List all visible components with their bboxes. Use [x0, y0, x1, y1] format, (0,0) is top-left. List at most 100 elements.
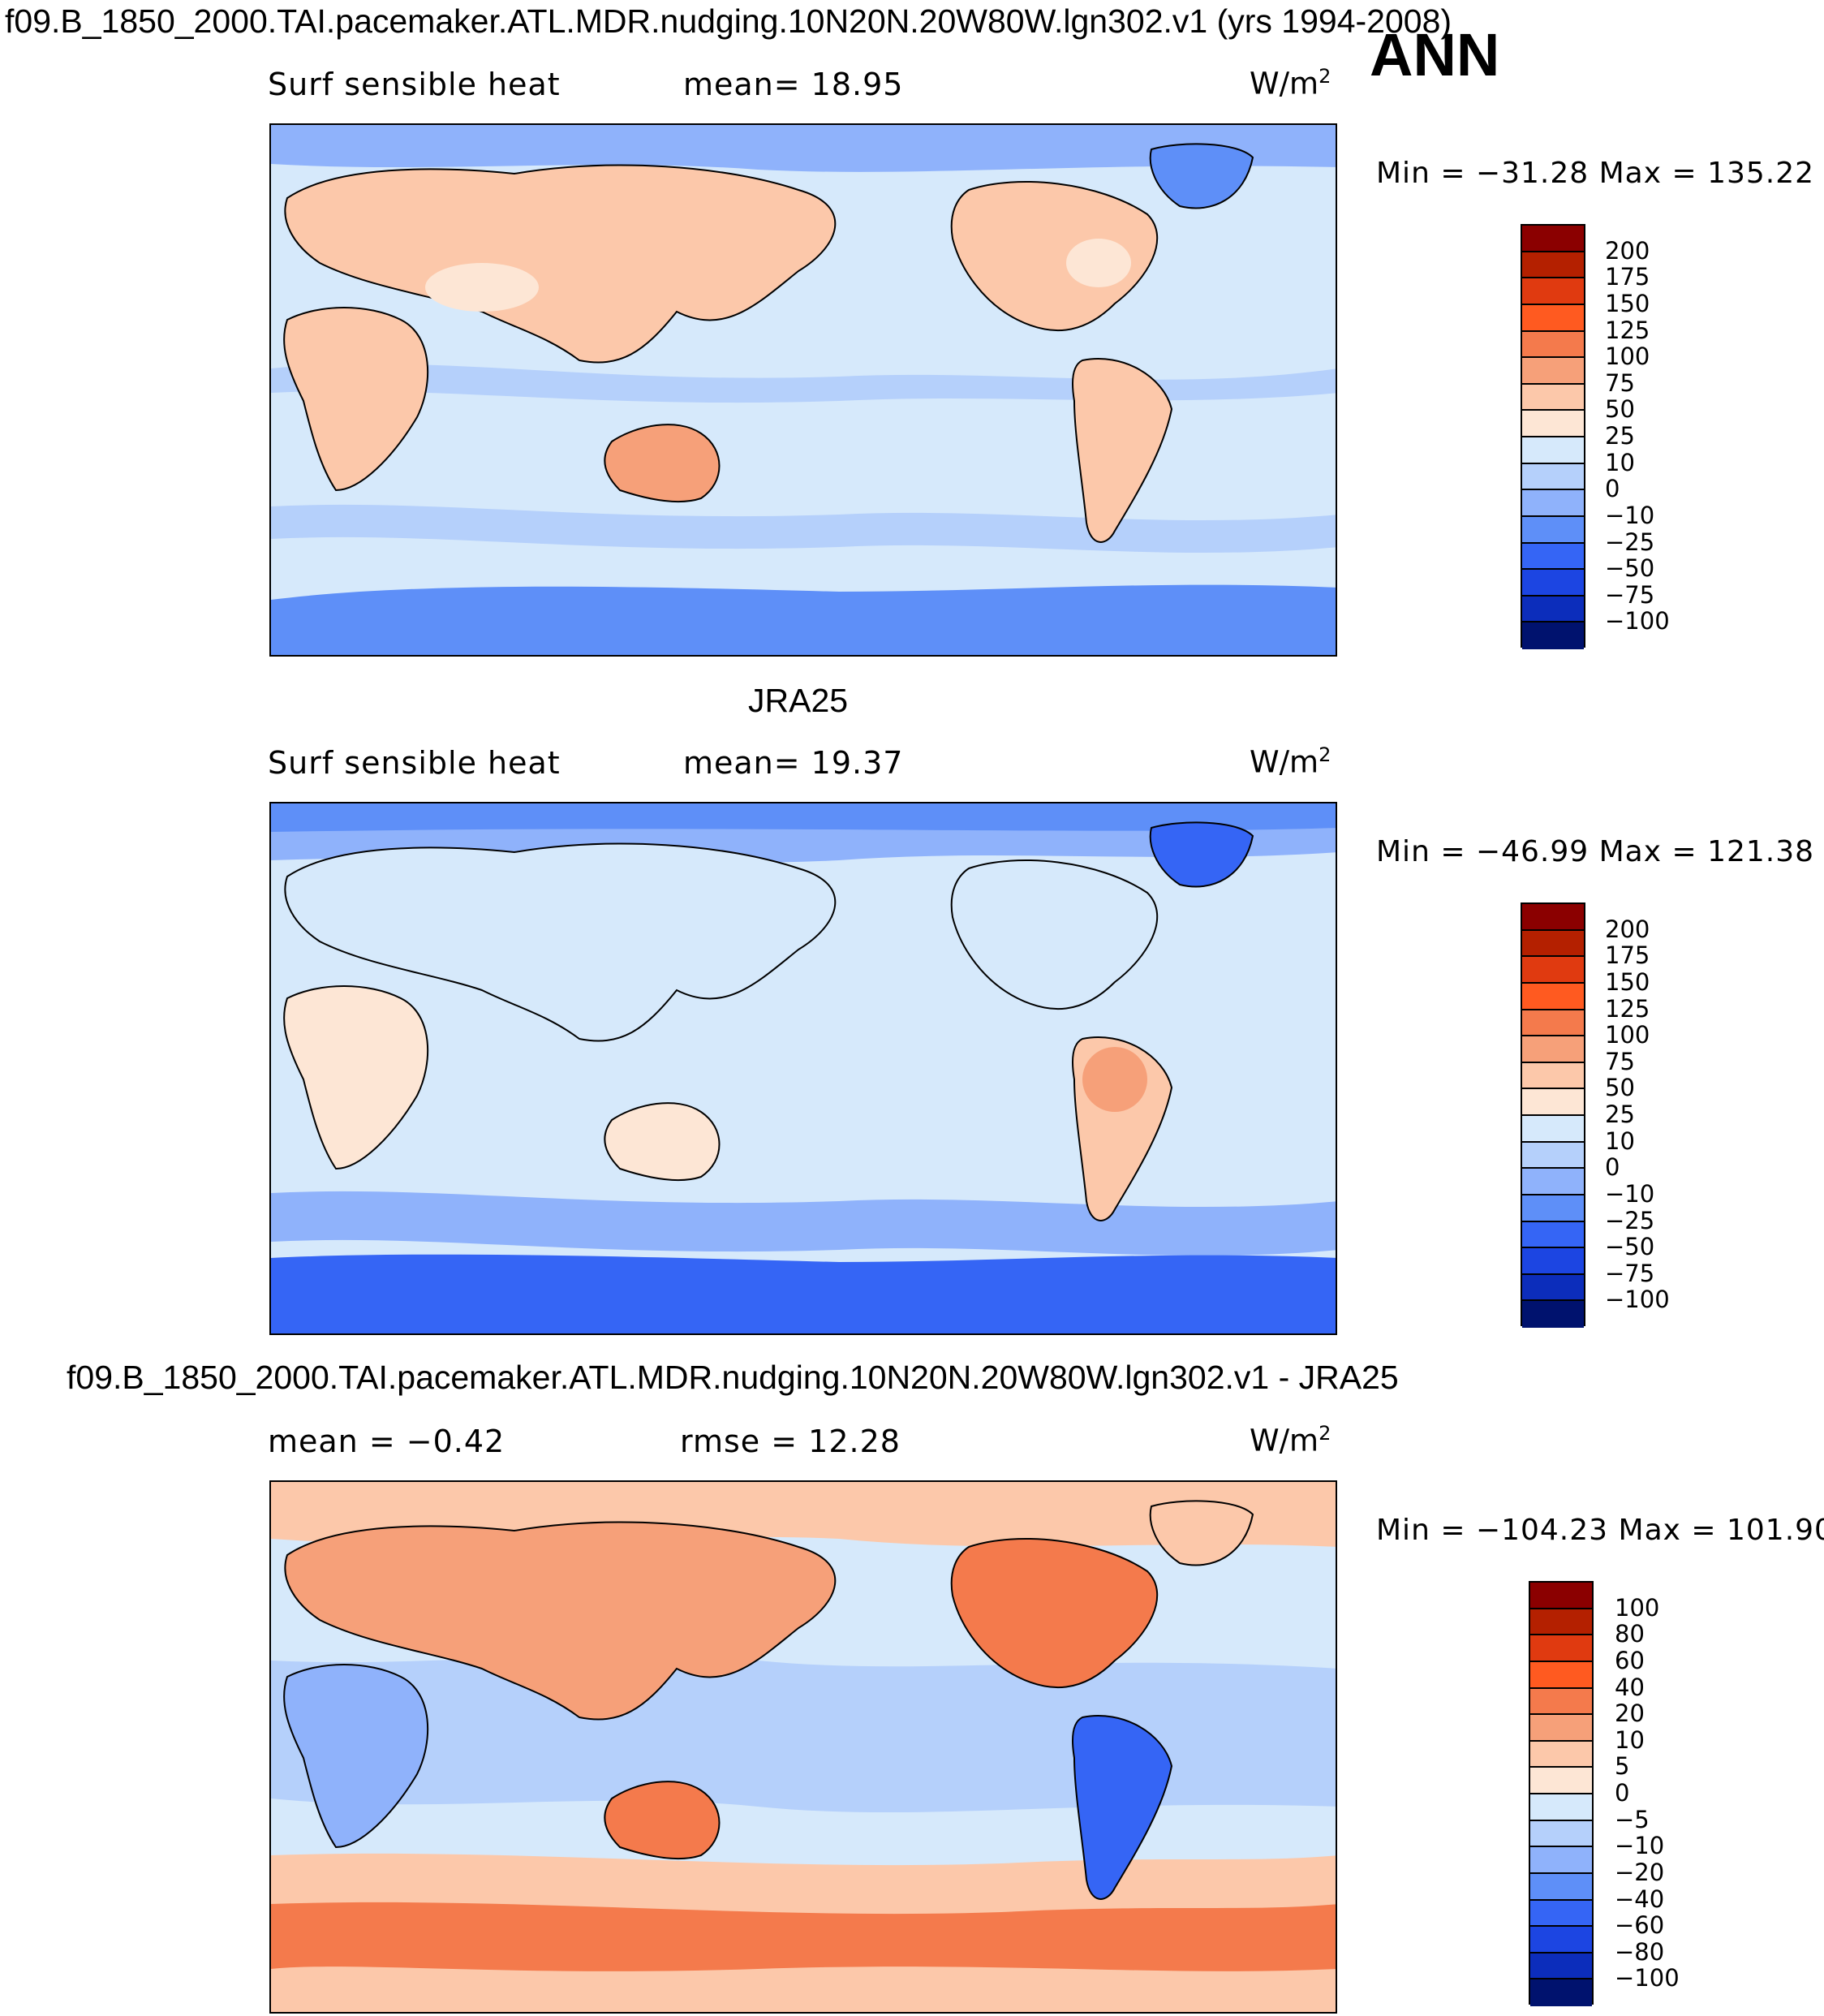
colorbar-segment	[1522, 278, 1584, 305]
colorbar-label: −10	[1605, 1179, 1655, 1208]
colorbar-label: −100	[1605, 1286, 1670, 1314]
colorbar-label: −25	[1605, 528, 1655, 556]
panel3-map-graphic	[271, 1482, 1336, 2012]
colorbar-label: 200	[1605, 236, 1650, 265]
colorbar-label: −40	[1615, 1885, 1665, 1913]
colorbar-segment	[1522, 570, 1584, 597]
colorbar-segment	[1530, 1847, 1592, 1874]
colorbar-segment	[1530, 1873, 1592, 1901]
colorbar-label: −75	[1605, 580, 1655, 609]
colorbar-label: 10	[1605, 448, 1635, 476]
panel3-rmse-label: rmse = 12.28	[680, 1424, 901, 1459]
colorbar-label: 40	[1615, 1673, 1645, 1701]
colorbar-label: −5	[1615, 1805, 1650, 1833]
panel1-map	[269, 123, 1337, 657]
colorbar-label: 175	[1605, 263, 1650, 291]
colorbar-label: −50	[1605, 1233, 1655, 1261]
colorbar-label: 200	[1605, 915, 1650, 943]
panel2-case-title: JRA25	[748, 682, 849, 719]
colorbar-label: 125	[1605, 994, 1650, 1023]
panel2-map-graphic	[271, 803, 1336, 1333]
colorbar-label: −25	[1605, 1206, 1655, 1234]
panel2-map	[269, 802, 1337, 1335]
colorbar-segment	[1530, 1768, 1592, 1794]
colorbar-label: −60	[1615, 1911, 1665, 1940]
panel3-minmax: Min = −104.23 Max = 101.90	[1376, 1514, 1824, 1547]
colorbar-label: 0	[1615, 1779, 1630, 1807]
panel1-map-graphic	[271, 125, 1336, 655]
colorbar-segment	[1522, 463, 1584, 491]
colorbar-label: 100	[1615, 1593, 1660, 1622]
panel3-map	[269, 1480, 1337, 2014]
panel1-mean-label: mean= 18.95	[683, 67, 904, 102]
colorbar-segment	[1522, 1036, 1584, 1063]
colorbar-segment	[1522, 1195, 1584, 1222]
colorbar-segment	[1522, 1010, 1584, 1037]
colorbar-segment	[1522, 1062, 1584, 1090]
panel1-units: W/m2	[1250, 65, 1331, 101]
colorbar-segment	[1530, 1741, 1592, 1768]
colorbar-label: 100	[1605, 342, 1650, 371]
colorbar-segment	[1522, 358, 1584, 385]
season-label: ANN	[1370, 21, 1500, 88]
panel2-variable-label: Surf sensible heat	[268, 745, 561, 781]
panel2-units: W/m2	[1250, 743, 1331, 780]
colorbar-segment	[1530, 1979, 1592, 2006]
panel3-units: W/m2	[1250, 1422, 1331, 1458]
colorbar-label: −10	[1615, 1832, 1665, 1860]
colorbar-label: 175	[1605, 941, 1650, 970]
panel3-mean-label: mean = −0.42	[268, 1424, 505, 1459]
colorbar-label: 50	[1605, 395, 1635, 424]
colorbar-segment	[1522, 411, 1584, 437]
colorbar-label: −50	[1605, 554, 1655, 583]
colorbar-label: −75	[1605, 1259, 1655, 1287]
colorbar-segment	[1522, 596, 1584, 623]
colorbar-label: 25	[1605, 422, 1635, 450]
colorbar-label: −80	[1615, 1937, 1665, 1966]
colorbar-segment	[1522, 930, 1584, 958]
colorbar-segment	[1530, 1661, 1592, 1689]
colorbar-segment	[1530, 1953, 1592, 1980]
colorbar-segment	[1522, 1221, 1584, 1249]
colorbar-segment	[1530, 1583, 1592, 1609]
colorbar-label: 20	[1615, 1699, 1645, 1728]
colorbar-label: 5	[1615, 1752, 1630, 1781]
colorbar-segment	[1522, 331, 1584, 359]
colorbar-segment	[1530, 1635, 1592, 1662]
colorbar-segment	[1522, 226, 1584, 252]
colorbar-segment	[1530, 1900, 1592, 1928]
panel3-case-title: f09.B_1850_2000.TAI.pacemaker.ATL.MDR.nu…	[67, 1359, 1399, 1396]
colorbar-segment	[1530, 1715, 1592, 1742]
panel1-variable-label: Surf sensible heat	[268, 67, 561, 102]
colorbar-segment	[1522, 1248, 1584, 1275]
colorbar-label: −100	[1615, 1964, 1680, 1992]
colorbar-label: 75	[1605, 1047, 1635, 1075]
colorbar-segment	[1522, 490, 1584, 517]
colorbar-segment	[1530, 1927, 1592, 1954]
panel1-minmax: Min = −31.28 Max = 135.22	[1376, 157, 1815, 190]
panel3-colorbar	[1529, 1581, 1594, 2006]
colorbar-segment	[1522, 983, 1584, 1010]
colorbar-segment	[1530, 1609, 1592, 1636]
colorbar-label: 10	[1605, 1126, 1635, 1155]
colorbar-segment	[1530, 1820, 1592, 1848]
colorbar-segment	[1522, 543, 1584, 571]
colorbar-label: 50	[1605, 1074, 1635, 1102]
figure-title: f09.B_1850_2000.TAI.pacemaker.ATL.MDR.nu…	[5, 2, 1452, 40]
colorbar-label: 150	[1605, 289, 1650, 317]
colorbar-label: −20	[1615, 1858, 1665, 1886]
colorbar-segment	[1522, 1169, 1584, 1195]
colorbar-segment	[1530, 1794, 1592, 1821]
colorbar-segment	[1522, 384, 1584, 411]
colorbar-segment	[1522, 304, 1584, 332]
colorbar-segment	[1522, 1116, 1584, 1143]
colorbar-segment	[1522, 252, 1584, 279]
colorbar-label: −100	[1605, 607, 1670, 635]
colorbar-label: 25	[1605, 1101, 1635, 1128]
panel2-mean-label: mean= 19.37	[683, 745, 904, 781]
colorbar-segment	[1522, 957, 1584, 984]
colorbar-segment	[1522, 904, 1584, 931]
panel1-colorbar	[1521, 224, 1585, 649]
colorbar-label: 0	[1605, 1153, 1620, 1182]
colorbar-label: 80	[1615, 1620, 1645, 1648]
